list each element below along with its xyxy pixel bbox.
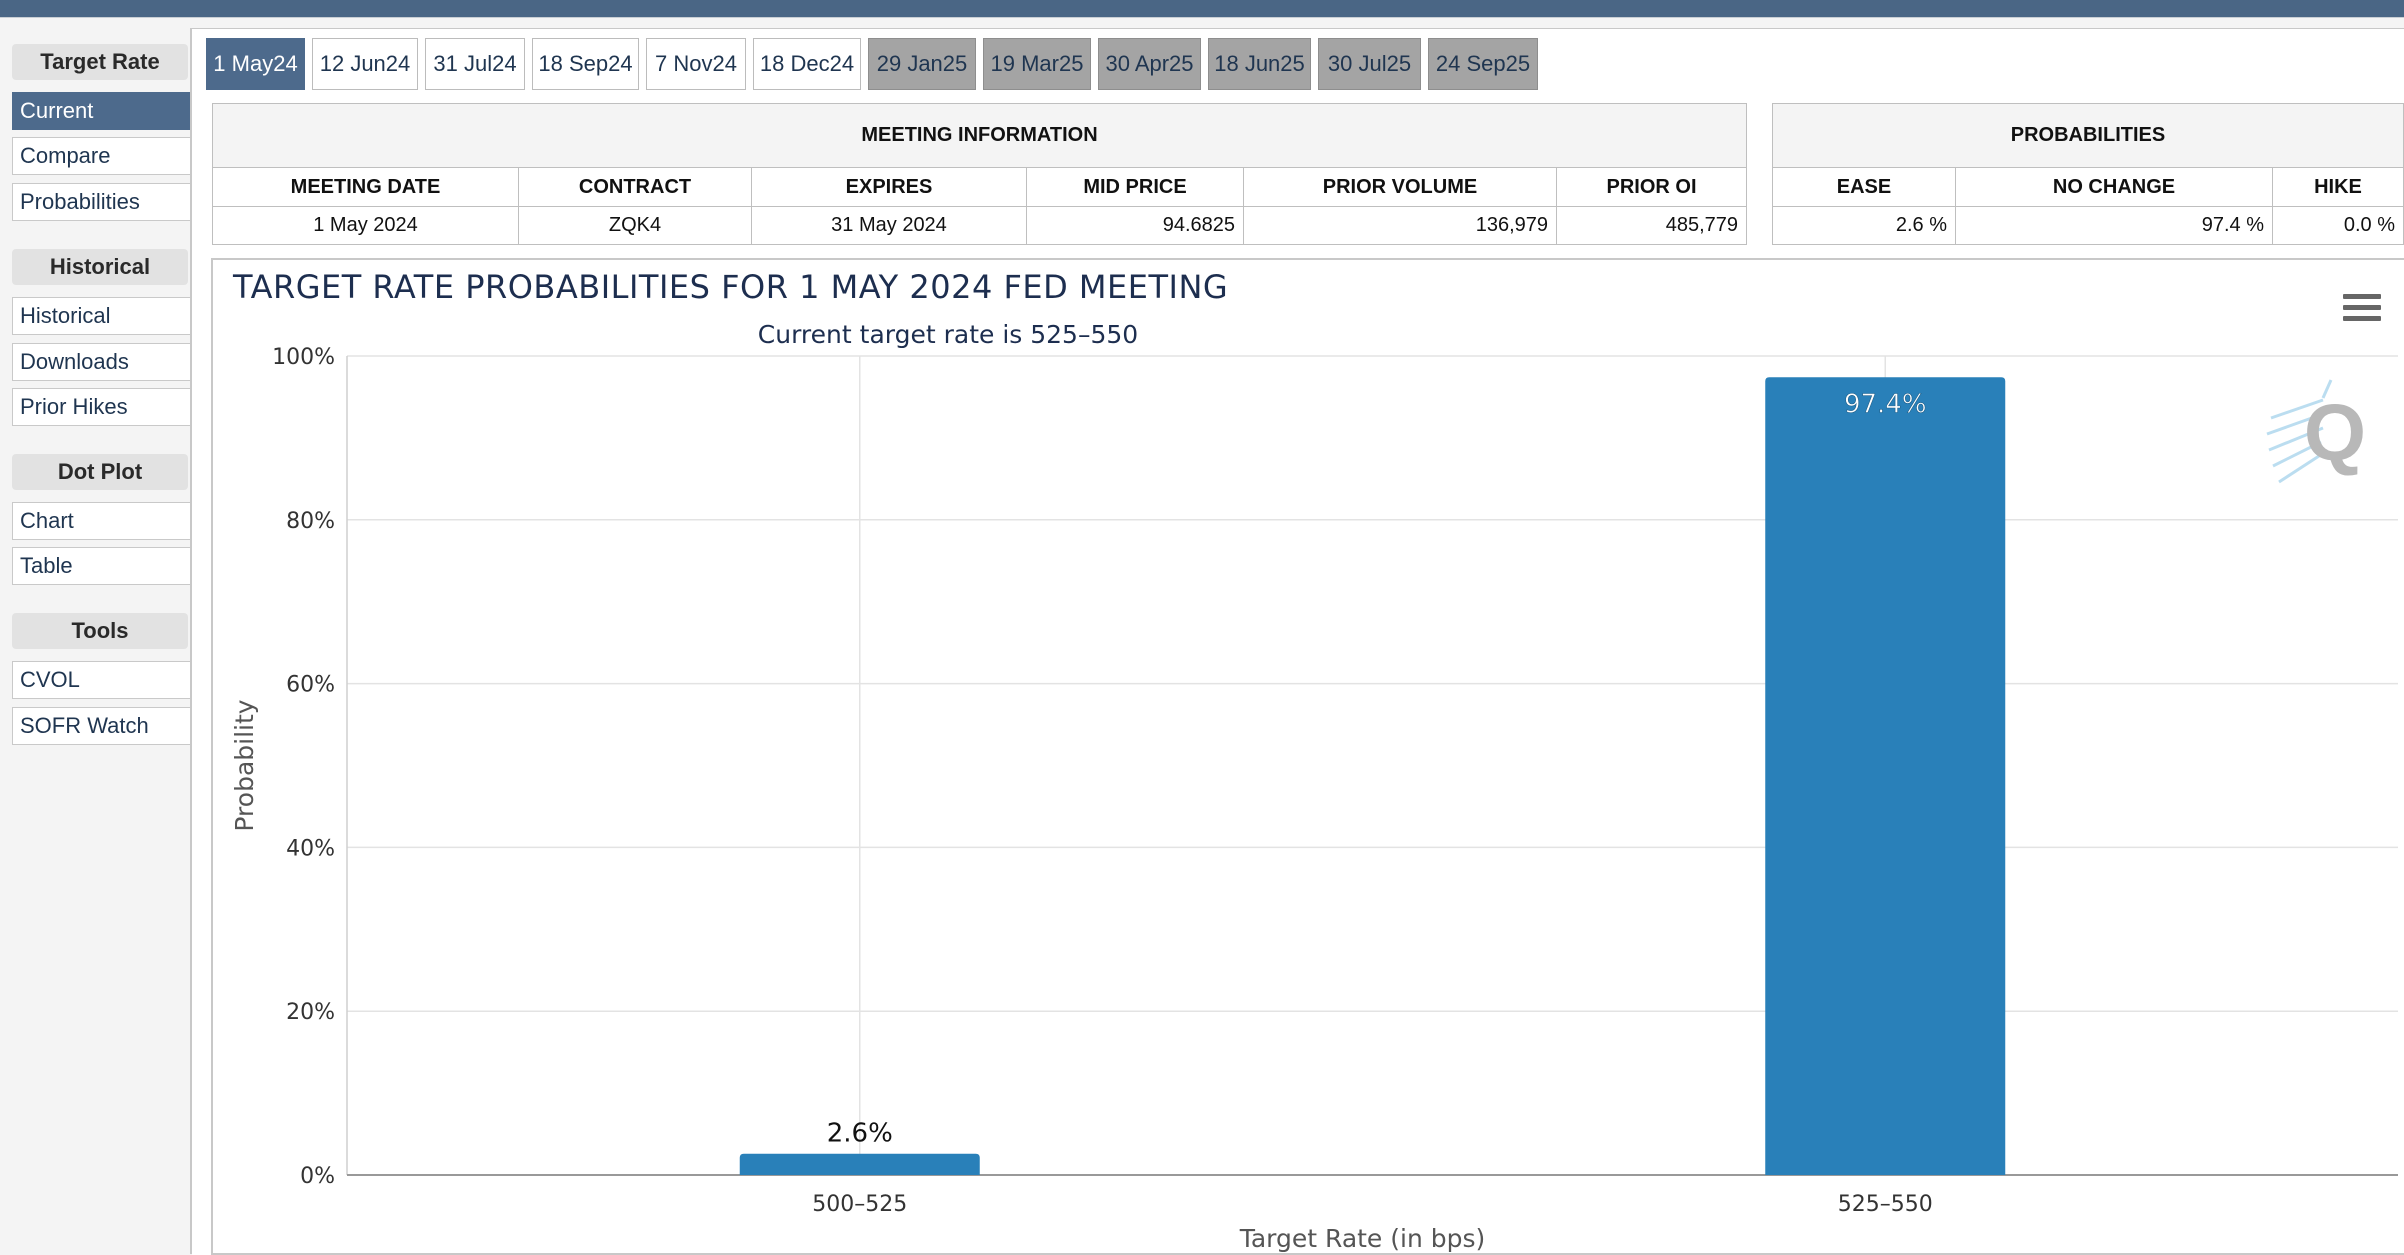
tab-30-apr25[interactable]: 30 Apr25 — [1098, 38, 1201, 90]
top-bar-divider — [0, 17, 2404, 18]
y-tick-label: 60% — [286, 673, 335, 698]
col-meeting-date: MEETING DATE — [212, 167, 519, 207]
sidebar: Target Rate Current Compare Probabilitie… — [0, 28, 192, 1254]
x-axis-title: Target Rate (in bps) — [1239, 1224, 1486, 1253]
tab-19-mar25[interactable]: 19 Mar25 — [983, 38, 1091, 90]
y-tick-label: 100% — [272, 345, 335, 370]
sidebar-divider — [190, 28, 192, 1254]
chart-subtitle: Current target rate is 525–550 — [757, 320, 1139, 349]
ease-value: 2.6 % — [1772, 206, 1956, 245]
x-tick-label: 500–525 — [812, 1192, 907, 1217]
main-panel: 1 May24 12 Jun24 31 Jul24 18 Sep24 7 Nov… — [192, 28, 2404, 1255]
sidebar-item-downloads[interactable]: Downloads — [12, 343, 190, 381]
probabilities-caption: PROBABILITIES — [1772, 103, 2404, 168]
sidebar-item-historical[interactable]: Historical — [12, 297, 190, 335]
no-change-value: 97.4 % — [1955, 206, 2273, 245]
col-mid-price: MID PRICE — [1026, 167, 1244, 207]
meeting-date-value: 1 May 2024 — [212, 206, 519, 245]
data-label: 2.6% — [827, 1119, 893, 1149]
prior-oi-value: 485,779 — [1556, 206, 1747, 245]
tab-1-may24[interactable]: 1 May24 — [206, 38, 305, 90]
y-tick-label: 40% — [286, 836, 335, 861]
sidebar-item-compare[interactable]: Compare — [12, 137, 190, 175]
sidebar-heading-historical: Historical — [12, 249, 188, 285]
table-row: 2.6 % 97.4 % 0.0 % — [1772, 206, 2404, 245]
tab-12-jun24[interactable]: 12 Jun24 — [312, 38, 418, 90]
sidebar-item-prior-hikes[interactable]: Prior Hikes — [12, 388, 190, 426]
col-contract: CONTRACT — [518, 167, 752, 207]
tab-30-jul25[interactable]: 30 Jul25 — [1318, 38, 1421, 90]
tab-29-jan25[interactable]: 29 Jan25 — [868, 38, 976, 90]
col-prior-oi: PRIOR OI — [1556, 167, 1747, 207]
tab-24-sep25[interactable]: 24 Sep25 — [1428, 38, 1538, 90]
svg-text:Q: Q — [2304, 388, 2366, 477]
col-ease: EASE — [1772, 167, 1956, 207]
col-no-change: NO CHANGE — [1955, 167, 2273, 207]
sidebar-heading-tools: Tools — [12, 613, 188, 649]
prior-volume-value: 136,979 — [1243, 206, 1557, 245]
tab-31-jul24[interactable]: 31 Jul24 — [425, 38, 525, 90]
meeting-info-caption: MEETING INFORMATION — [212, 103, 1747, 168]
sidebar-item-table[interactable]: Table — [12, 547, 190, 585]
bar-525–550[interactable] — [1765, 377, 2006, 1175]
hamburger-menu-icon[interactable] — [2343, 294, 2381, 324]
sidebar-heading-target-rate: Target Rate — [12, 44, 188, 80]
contract-value: ZQK4 — [518, 206, 752, 245]
tab-18-sep24[interactable]: 18 Sep24 — [532, 38, 639, 90]
sidebar-item-current[interactable]: Current — [12, 92, 190, 130]
col-prior-volume: PRIOR VOLUME — [1243, 167, 1557, 207]
tab-7-nov24[interactable]: 7 Nov24 — [646, 38, 746, 90]
quikstrike-q-logo: Q — [2266, 379, 2366, 484]
y-tick-label: 0% — [300, 1164, 335, 1189]
y-axis-title: Probability — [230, 699, 259, 831]
y-tick-label: 20% — [286, 1000, 335, 1025]
sidebar-item-cvol[interactable]: CVOL — [12, 661, 190, 699]
col-expires: EXPIRES — [751, 167, 1027, 207]
probabilities-table: PROBABILITIES EASE NO CHANGE HIKE 2.6 % … — [1772, 103, 2404, 245]
probability-chart: 0% 20% 40% 60% 80% 100% 2.6% 500–525 97.4% 525–55… — [230, 345, 2398, 1253]
table-row: 1 May 2024 ZQK4 31 May 2024 94.6825 136,… — [212, 206, 1747, 245]
expires-value: 31 May 2024 — [751, 206, 1027, 245]
chart-container: 0% 20% 40% 60% 80% 100% 2.6% 500–525 97.4% 525–55… — [211, 258, 2404, 1255]
tab-18-jun25[interactable]: 18 Jun25 — [1208, 38, 1311, 90]
chart-title: TARGET RATE PROBABILITIES FOR 1 MAY 2024… — [233, 268, 1229, 306]
data-label: 97.4% — [1844, 389, 1927, 419]
sidebar-item-probabilities[interactable]: Probabilities — [12, 183, 190, 221]
sidebar-item-chart[interactable]: Chart — [12, 502, 190, 540]
hike-value: 0.0 % — [2272, 206, 2404, 245]
x-tick-label: 525–550 — [1838, 1192, 1933, 1217]
tab-18-dec24[interactable]: 18 Dec24 — [753, 38, 861, 90]
top-bar — [0, 0, 2404, 17]
bar-500–525[interactable] — [739, 1153, 980, 1175]
sidebar-item-sofr-watch[interactable]: SOFR Watch — [12, 707, 190, 745]
sidebar-heading-dot-plot: Dot Plot — [12, 454, 188, 490]
meeting-info-table: MEETING INFORMATION MEETING DATE CONTRAC… — [212, 103, 1747, 245]
col-hike: HIKE — [2272, 167, 2404, 207]
y-tick-label: 80% — [286, 509, 335, 534]
mid-price-value: 94.6825 — [1026, 206, 1244, 245]
